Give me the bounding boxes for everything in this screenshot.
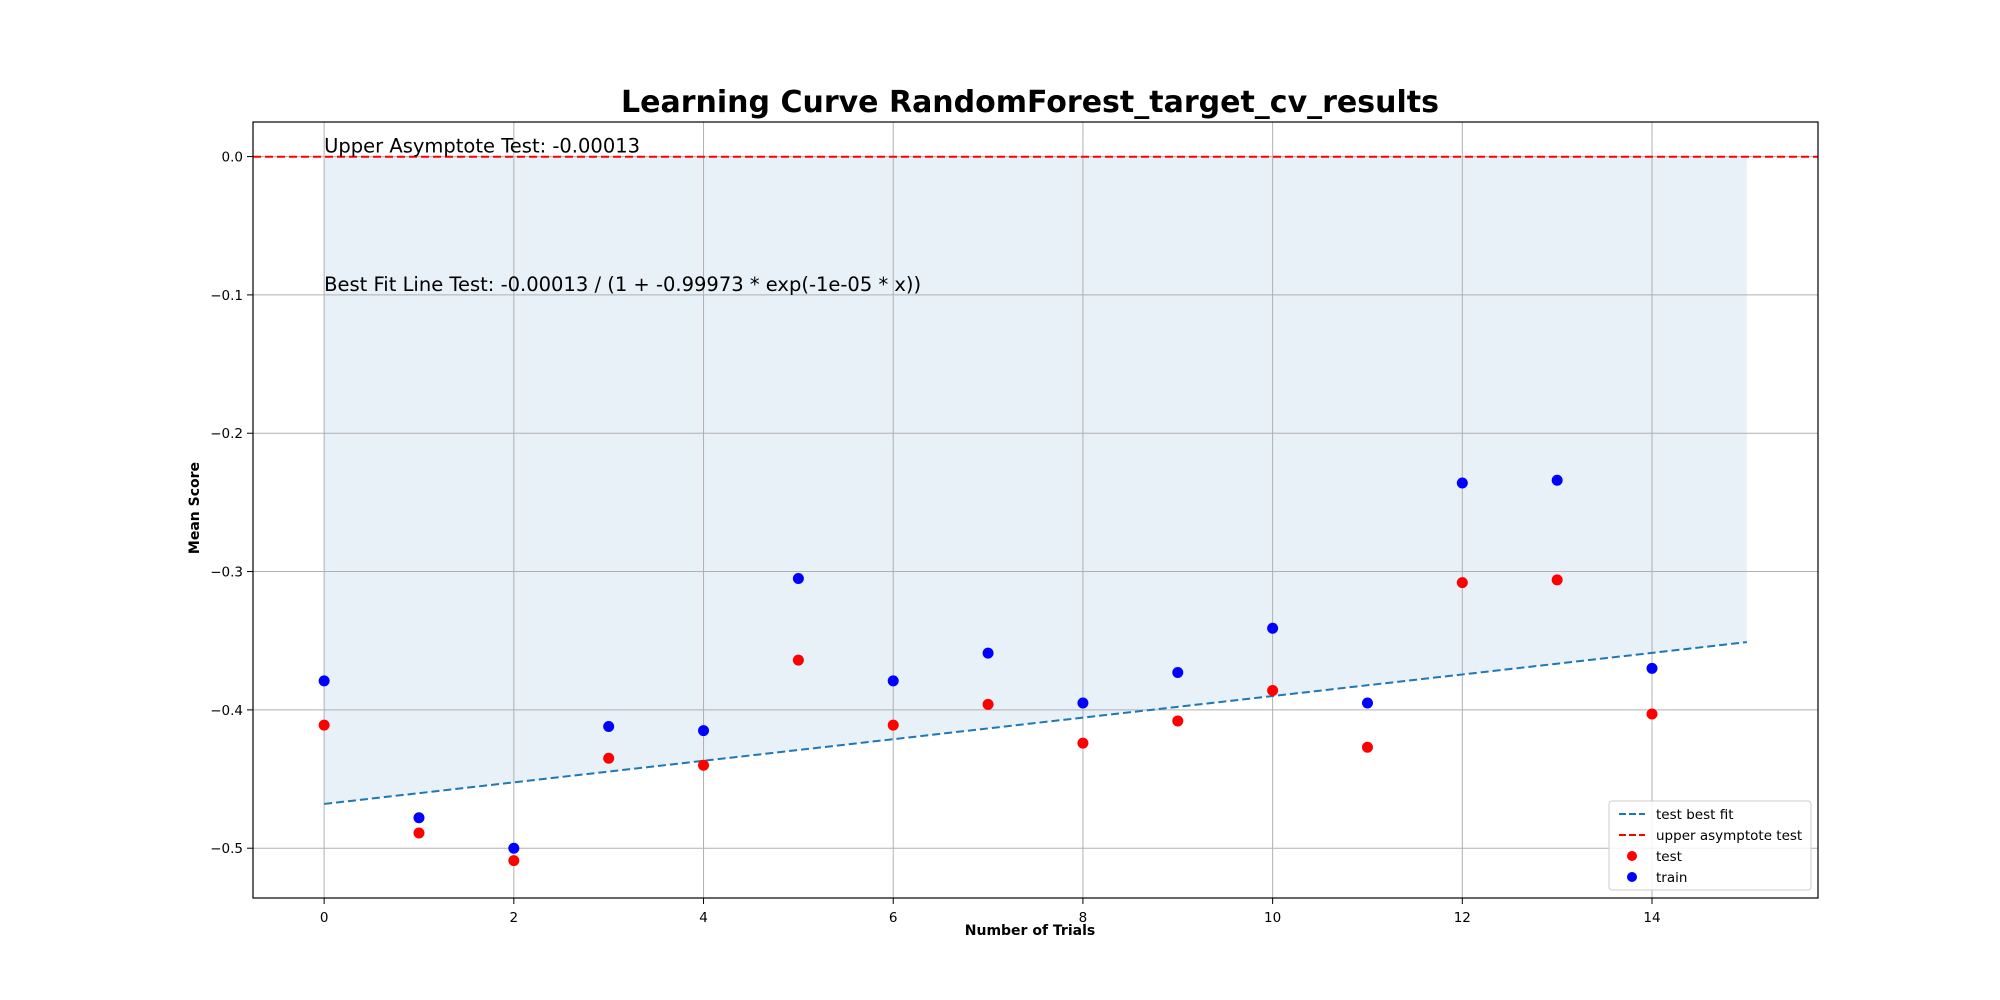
train-point [887, 675, 899, 687]
test-point [318, 719, 330, 731]
test-point [1551, 574, 1563, 586]
test-point [1267, 685, 1279, 697]
annotation-text: Upper Asymptote Test: -0.00013 [324, 134, 640, 157]
train-point [792, 572, 804, 584]
legend: test best fit upper asymptote test test tra… [1608, 800, 1812, 891]
test-point [1077, 737, 1089, 749]
train-point [1267, 622, 1279, 634]
y-tick-label: −0.3 [210, 565, 243, 581]
x-tick-label: 6 [889, 910, 898, 926]
train-point [1361, 697, 1373, 709]
x-tick-label: 8 [1079, 910, 1088, 926]
train-point [413, 812, 425, 824]
train-point [982, 647, 994, 659]
test-point [792, 654, 804, 666]
legend-label: upper asymptote test [1656, 828, 1802, 844]
test-point [982, 698, 994, 710]
plot-area: 0 2 4 6 8 10 12 14 0.0 −0.1 −0.2 −0.3 −0.4 −0.5 Upper … [210, 121, 1819, 926]
train-point [508, 842, 520, 854]
test-point [1361, 741, 1373, 753]
test-point [603, 752, 615, 764]
train-point [698, 725, 710, 737]
y-tick-label: −0.1 [210, 288, 243, 304]
train-point [1551, 474, 1563, 486]
test-point [887, 719, 899, 731]
legend-marker-icon [1627, 872, 1637, 882]
y-tick-label: 0.0 [222, 150, 243, 166]
train-point [318, 675, 330, 687]
chart-title: Learning Curve RandomForest_target_cv_re… [621, 85, 1439, 120]
train-point [603, 720, 615, 732]
y-tick-label: −0.4 [210, 703, 243, 719]
test-point [1456, 577, 1468, 589]
y-tick-label: −0.5 [210, 841, 243, 857]
series-group [253, 155, 1818, 867]
test-point [413, 827, 425, 839]
test-point [1172, 715, 1184, 727]
annotation-text: Best Fit Line Test: -0.00013 / (1 + -0.9… [324, 273, 921, 296]
train-point [1646, 662, 1658, 674]
x-tick-label: 4 [699, 910, 708, 926]
x-axis-label: Number of Trials [965, 923, 1095, 939]
train-point [1456, 477, 1468, 489]
test-point [698, 759, 710, 771]
train-point [1172, 667, 1184, 679]
legend-box [1608, 800, 1812, 891]
axes-frame [252, 121, 1819, 899]
x-tick-label: 14 [1643, 910, 1660, 926]
test-point [508, 855, 520, 867]
legend-label: test [1656, 849, 1682, 865]
best-fit-line [324, 641, 1747, 805]
train-point [1077, 697, 1089, 709]
x-tick-label: 12 [1454, 910, 1471, 926]
x-tick-label: 10 [1264, 910, 1281, 926]
y-tick-label: −0.2 [210, 426, 243, 442]
x-tick-label: 0 [320, 910, 329, 926]
x-tick-label: 2 [510, 910, 519, 926]
legend-marker-icon [1627, 851, 1637, 861]
legend-label: train [1656, 870, 1687, 886]
test-point [1646, 708, 1658, 720]
fill-region [324, 156, 1747, 804]
legend-label: test best fit [1656, 807, 1734, 823]
y-axis-label: Mean Score [187, 462, 203, 554]
